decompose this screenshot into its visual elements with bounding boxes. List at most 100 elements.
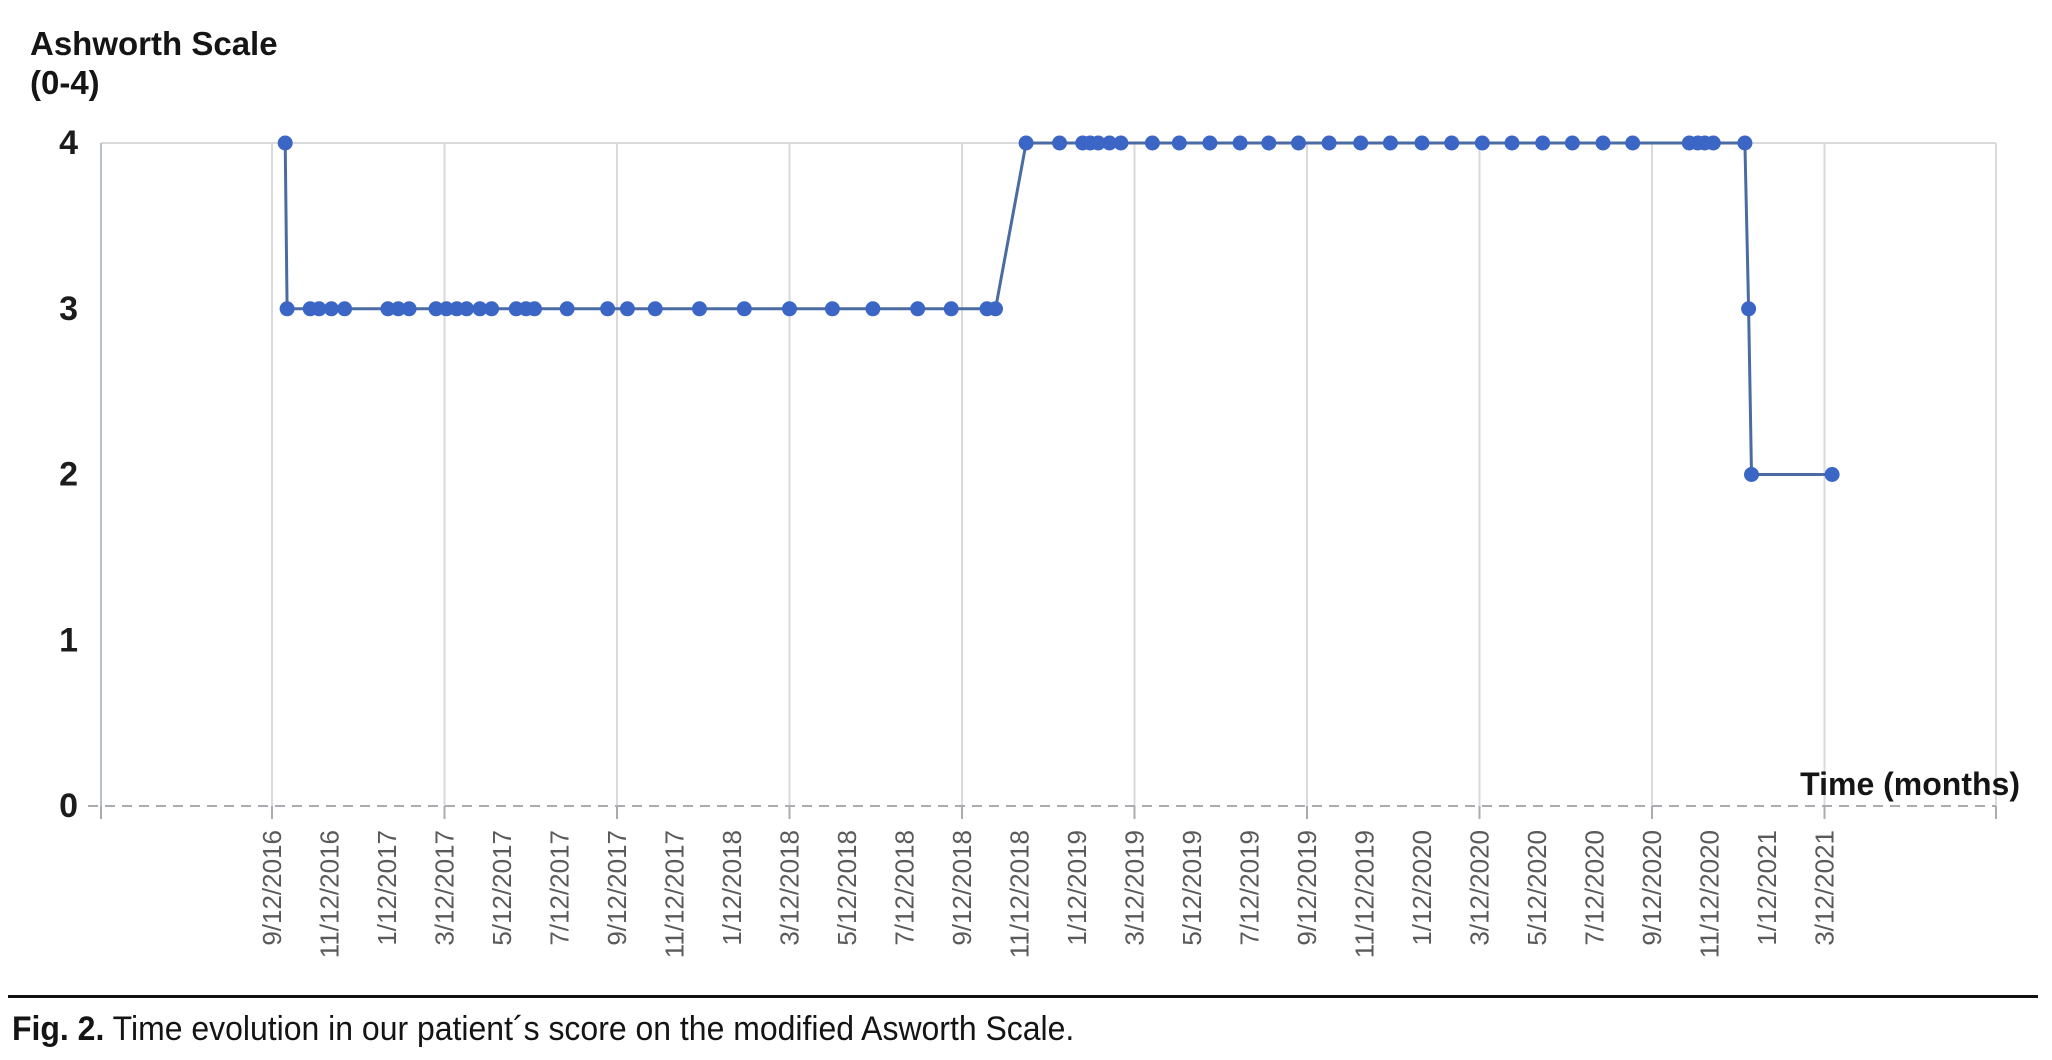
data-point	[1382, 135, 1398, 151]
x-tick-label: 7/12/2017	[545, 830, 575, 946]
y-tick-label: 2	[59, 456, 78, 494]
data-point	[1102, 135, 1117, 151]
data-point	[1052, 135, 1068, 151]
data-point	[484, 301, 500, 317]
data-point	[1444, 135, 1460, 151]
data-point	[692, 301, 707, 317]
data-point	[1474, 135, 1490, 151]
data-point	[1535, 135, 1551, 151]
x-tick-label: 1/12/2020	[1407, 830, 1437, 946]
data-point	[647, 301, 663, 317]
data-point	[1737, 135, 1753, 151]
y-tick-label: 4	[59, 124, 78, 162]
data-point	[1824, 467, 1840, 482]
data-point	[1741, 301, 1757, 317]
x-tick-label: 1/12/2018	[717, 830, 747, 946]
y-tick-label: 3	[59, 290, 78, 328]
data-point	[277, 135, 293, 151]
grid-layer	[101, 142, 1997, 806]
data-point	[1144, 135, 1160, 151]
x-tick-label: 7/12/2018	[890, 830, 920, 946]
data-point	[1090, 135, 1106, 151]
ashworth-chart: 9/12/2016 11/12/2016 1/12/2017 3/12/2017 5/1…	[59, 124, 1997, 958]
series-layer	[277, 135, 1840, 482]
data-point	[559, 301, 575, 317]
data-point	[943, 301, 959, 317]
x-tick-label: 9/12/2019	[1292, 830, 1322, 946]
x-tick-label: 1/12/2019	[1062, 830, 1092, 946]
x-tick-label: 3/12/2017	[430, 830, 460, 946]
data-point	[1261, 135, 1277, 151]
x-tick-label: 3/12/2020	[1465, 830, 1495, 946]
data-point	[337, 301, 353, 317]
data-point	[736, 301, 752, 317]
x-axis-title: Time (months)	[1800, 766, 2020, 802]
x-tick-label: 9/12/2018	[947, 830, 977, 946]
data-point	[1113, 135, 1129, 151]
data-point	[865, 301, 881, 317]
data-point	[380, 301, 396, 317]
figure-caption: Fig. 2. Time evolution in our patient´s …	[12, 1010, 1074, 1049]
data-point	[279, 301, 295, 317]
data-point	[1202, 135, 1218, 151]
data-point	[323, 301, 339, 317]
data-point	[910, 301, 926, 317]
data-point	[782, 301, 797, 317]
data-point	[459, 301, 475, 317]
x-tick-label: 11/12/2017	[660, 830, 690, 958]
data-point	[390, 301, 406, 317]
x-tick-label: 7/12/2020	[1580, 830, 1610, 946]
x-tick-label: 1/12/2021	[1752, 830, 1782, 946]
x-tick-label: 9/12/2017	[602, 830, 632, 946]
data-point	[401, 301, 417, 317]
data-point	[619, 301, 635, 317]
caption-divider-rule	[8, 995, 2038, 998]
data-point	[988, 301, 1003, 317]
x-tick-label: 9/12/2016	[257, 830, 287, 946]
data-point	[1744, 467, 1759, 482]
data-point	[1171, 135, 1187, 151]
data-point	[824, 301, 840, 317]
x-tick-label: 11/12/2020	[1695, 830, 1725, 958]
figure-caption-label: Fig. 2.	[12, 1010, 105, 1048]
x-tick-label: 7/12/2019	[1235, 830, 1265, 946]
data-point	[1018, 135, 1034, 151]
x-tick-label: 9/12/2020	[1637, 830, 1667, 946]
x-tick-label: 11/12/2018	[1005, 830, 1035, 958]
data-point	[472, 301, 488, 317]
data-point	[1414, 135, 1430, 151]
x-tick-label: 11/12/2019	[1350, 830, 1380, 958]
axis-layer	[88, 143, 1997, 819]
y-tick-label: 0	[59, 787, 78, 825]
data-point	[527, 301, 542, 317]
data-point	[600, 301, 616, 317]
axis-labels-layer: 9/12/2016 11/12/2016 1/12/2017 3/12/2017 5/1…	[59, 124, 1839, 958]
data-point	[311, 301, 327, 317]
data-point	[428, 301, 444, 317]
x-tick-label: 5/12/2020	[1522, 830, 1552, 946]
data-point	[1321, 135, 1337, 151]
data-point	[1705, 135, 1721, 151]
y-axis-title-line2: (0-4)	[30, 64, 100, 101]
data-point	[1353, 135, 1369, 151]
data-point	[1564, 135, 1580, 151]
x-tick-label: 5/12/2017	[487, 830, 517, 946]
x-tick-label: 5/12/2018	[832, 830, 862, 946]
y-tick-label: 1	[59, 621, 78, 659]
x-tick-label: 1/12/2017	[372, 830, 402, 946]
x-tick-label: 3/12/2021	[1810, 830, 1840, 946]
data-point	[1232, 135, 1248, 151]
x-tick-label: 11/12/2016	[315, 830, 345, 958]
data-point	[438, 301, 454, 317]
x-tick-label: 3/12/2019	[1120, 830, 1150, 946]
figure-caption-text: Time evolution in our patient´s score on…	[104, 1010, 1075, 1048]
x-tick-label: 3/12/2018	[775, 830, 805, 946]
y-axis-title: Ashworth Scale (0-4)	[30, 24, 278, 102]
y-axis-title-line1: Ashworth Scale	[30, 25, 278, 62]
data-point	[1504, 135, 1520, 151]
data-point	[1291, 135, 1306, 151]
data-point	[1625, 135, 1641, 151]
x-tick-label: 5/12/2019	[1177, 830, 1207, 946]
data-point	[1595, 135, 1611, 151]
